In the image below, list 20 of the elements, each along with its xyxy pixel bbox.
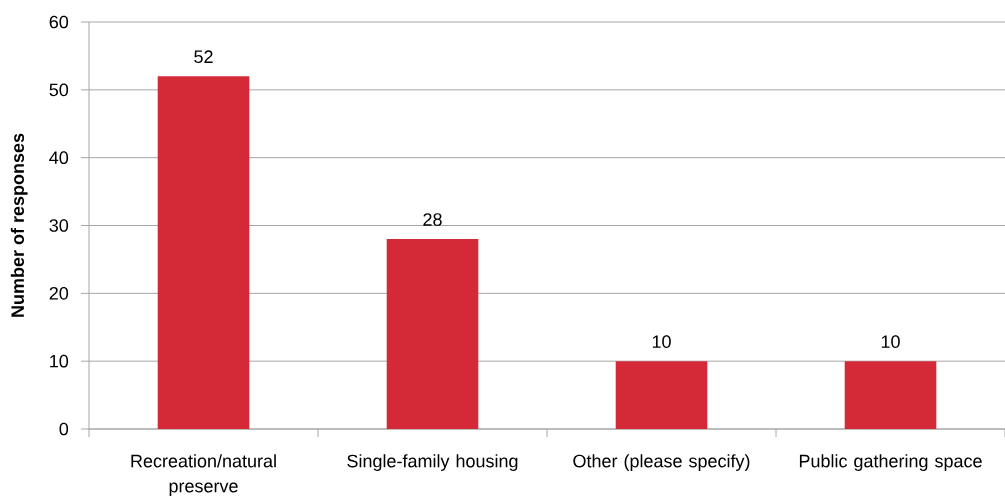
y-tick-label: 20 [49, 286, 69, 300]
y-tick-label: 10 [50, 354, 69, 368]
data-label: 52 [194, 50, 213, 64]
bar [157, 76, 250, 429]
data-label: 28 [423, 213, 442, 226]
y-tick-label: 50 [49, 83, 69, 97]
y-tick-label: 0 [59, 422, 69, 436]
x-tick-label: Recreation/natural preserve [131, 454, 276, 496]
y-tick-label: 40 [49, 151, 69, 165]
x-tick-label: Public gathering space [799, 454, 982, 471]
y-axis-title: Number of responses [10, 133, 28, 317]
data-label: 10 [652, 335, 671, 348]
y-tick-label: 60 [49, 15, 69, 29]
bar [615, 361, 708, 429]
y-tick-label: 30 [49, 219, 69, 232]
bar [844, 361, 937, 429]
bar [386, 239, 479, 429]
x-tick-label: Single-family housing [347, 454, 518, 471]
x-tick-label: Other (please specify) [573, 454, 750, 471]
data-label: 10 [881, 335, 900, 348]
